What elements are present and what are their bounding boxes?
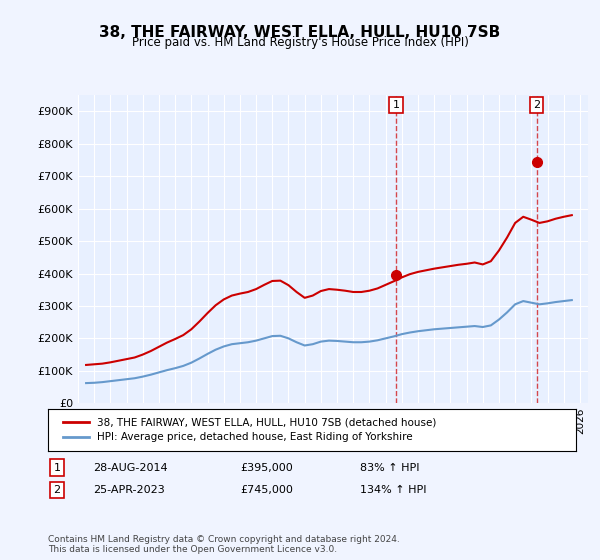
Text: £745,000: £745,000 — [240, 485, 293, 495]
Text: 1: 1 — [53, 463, 61, 473]
Text: 2: 2 — [53, 485, 61, 495]
Text: 83% ↑ HPI: 83% ↑ HPI — [360, 463, 419, 473]
Text: 28-AUG-2014: 28-AUG-2014 — [93, 463, 167, 473]
Text: 1: 1 — [392, 100, 400, 110]
Text: Contains HM Land Registry data © Crown copyright and database right 2024.
This d: Contains HM Land Registry data © Crown c… — [48, 535, 400, 554]
Text: £395,000: £395,000 — [240, 463, 293, 473]
Text: 25-APR-2023: 25-APR-2023 — [93, 485, 165, 495]
Text: Price paid vs. HM Land Registry's House Price Index (HPI): Price paid vs. HM Land Registry's House … — [131, 36, 469, 49]
Text: 134% ↑ HPI: 134% ↑ HPI — [360, 485, 427, 495]
Legend: 38, THE FAIRWAY, WEST ELLA, HULL, HU10 7SB (detached house), HPI: Average price,: 38, THE FAIRWAY, WEST ELLA, HULL, HU10 7… — [58, 413, 440, 446]
Text: 38, THE FAIRWAY, WEST ELLA, HULL, HU10 7SB: 38, THE FAIRWAY, WEST ELLA, HULL, HU10 7… — [100, 25, 500, 40]
Text: 2: 2 — [533, 100, 540, 110]
